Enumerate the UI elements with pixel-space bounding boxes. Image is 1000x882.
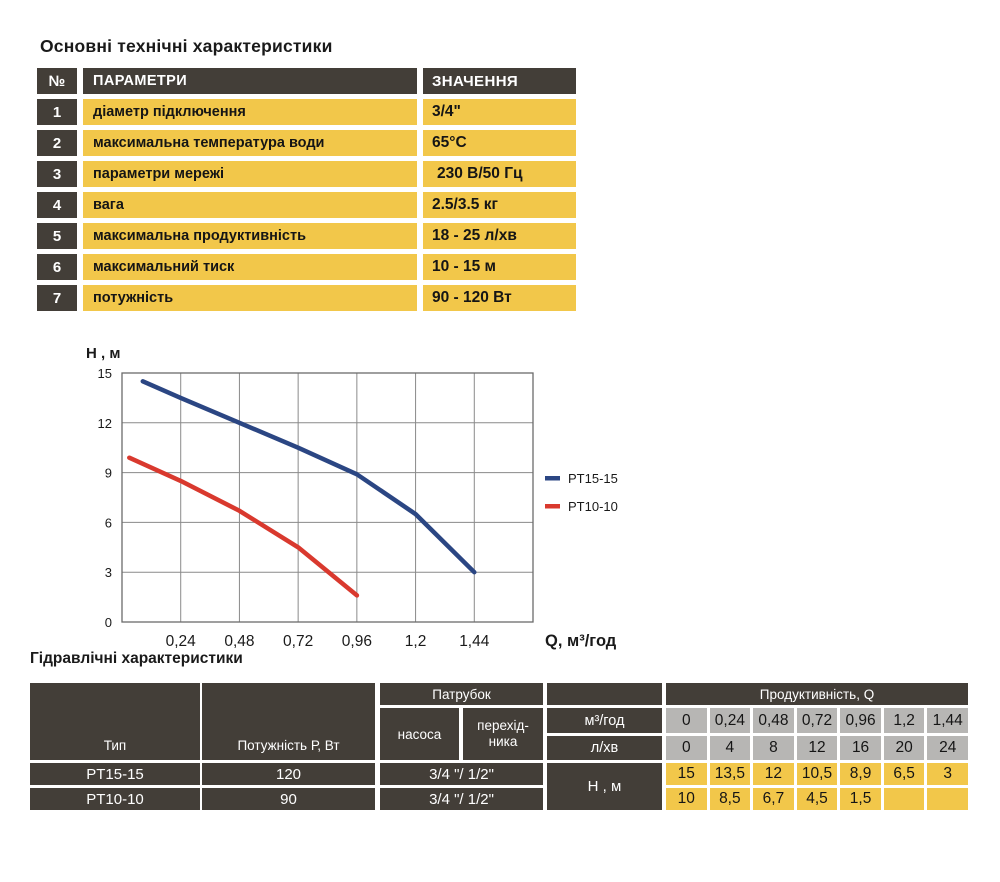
legend-swatch-PT10-10 bbox=[545, 504, 560, 509]
spec-row-param: потужність bbox=[83, 285, 417, 311]
spec-row-num: 3 bbox=[37, 161, 77, 187]
table-cell: 3 bbox=[927, 763, 968, 785]
table-cell: 0,72 bbox=[796, 708, 838, 733]
spec-row-param: максимальний тиск bbox=[83, 254, 417, 280]
hydraulic-lmin-label: л/хв bbox=[547, 736, 662, 760]
x-tick-label: 0,96 bbox=[342, 633, 372, 650]
spec-row-param: параметри мережі bbox=[83, 161, 417, 187]
table-cell: 16 bbox=[840, 736, 881, 760]
flow-lmin-row: 0 4 8 12 16 20 24 bbox=[666, 736, 968, 760]
legend-label-PT10-10: PT10-10 bbox=[568, 499, 618, 514]
table-cell bbox=[883, 788, 925, 810]
table-cell: 6,7 bbox=[753, 788, 794, 810]
hydraulic-title: Гідравлічні характеристики bbox=[30, 650, 243, 667]
table-cell: 0,96 bbox=[840, 708, 881, 733]
spec-row-value: 90 - 120 Вт bbox=[423, 285, 576, 311]
spec-row-num: 5 bbox=[37, 223, 77, 249]
hydraulic-type-header: Тип bbox=[30, 683, 200, 760]
head-values-row: 10 8,5 6,7 4,5 1,5 bbox=[666, 788, 968, 810]
spec-row-num: 1 bbox=[37, 99, 77, 125]
table-cell: 0 bbox=[666, 736, 707, 760]
spec-row-param: діаметр підключення bbox=[83, 99, 417, 125]
table-cell: 1,44 bbox=[927, 708, 968, 733]
main-title: Основні технічні характеристики bbox=[40, 36, 333, 56]
table-cell: 1,2 bbox=[883, 708, 925, 733]
table-cell: 6,5 bbox=[883, 763, 925, 785]
spec-row-param: максимальна температура води bbox=[83, 130, 417, 156]
spec-row-num: 2 bbox=[37, 130, 77, 156]
hydraulic-power-header: Потужність Р, Вт bbox=[202, 683, 375, 760]
pump-power-cell: 120 bbox=[202, 763, 375, 785]
spec-row-num: 4 bbox=[37, 192, 77, 218]
spec-row-num: 7 bbox=[37, 285, 77, 311]
table-cell: 13,5 bbox=[709, 763, 751, 785]
x-tick-label: 1,2 bbox=[405, 633, 427, 650]
x-axis-title: Q, м³/год bbox=[545, 632, 617, 650]
table-cell: 10,5 bbox=[796, 763, 838, 785]
head-values-row: 15 13,5 12 10,5 8,9 6,5 3 bbox=[666, 763, 968, 785]
spec-header-num: № bbox=[37, 68, 77, 94]
pump-patrubok-cell: 3/4 "/ 1/2" bbox=[380, 788, 543, 810]
perehidnyk-line1: перехід- bbox=[477, 718, 529, 734]
hydraulic-units-corner-cell bbox=[547, 683, 662, 705]
pump-type-cell: PT15-15 bbox=[30, 763, 200, 785]
y-axis-title: Н , м bbox=[86, 345, 120, 362]
table-cell: 20 bbox=[883, 736, 925, 760]
plot-border bbox=[121, 372, 534, 623]
table-cell: 8,9 bbox=[840, 763, 881, 785]
legend-label-PT15-15: PT15-15 bbox=[568, 471, 618, 486]
hydraulic-productivity-header: Продуктивність, Q bbox=[666, 683, 968, 705]
hydraulic-head-label: Н , м bbox=[547, 763, 662, 810]
pump-curves-chart: 0 3 6 9 12 15 0,24 0,48 0,72 0,96 1,2 1,44 Н , м Q, м… bbox=[86, 345, 618, 650]
spec-row-param: максимальна продуктивність bbox=[83, 223, 417, 249]
table-cell: 1,5 bbox=[840, 788, 881, 810]
table-cell: 12 bbox=[753, 763, 794, 785]
spec-row-value: 65°C bbox=[423, 130, 576, 156]
spec-row-value: 10 - 15 м bbox=[423, 254, 576, 280]
spec-row-value: 18 - 25 л/хв bbox=[423, 223, 576, 249]
table-cell: 4 bbox=[709, 736, 751, 760]
pump-patrubok-cell: 3/4 "/ 1/2" bbox=[380, 763, 543, 785]
y-tick-label: 0 bbox=[105, 615, 112, 630]
spec-row-param: вага bbox=[83, 192, 417, 218]
y-tick-label: 15 bbox=[98, 366, 112, 381]
table-cell: 15 bbox=[666, 763, 707, 785]
table-cell: 12 bbox=[796, 736, 838, 760]
x-tick-label: 0,24 bbox=[166, 633, 197, 650]
series-line-PT15-15 bbox=[140, 379, 477, 575]
table-cell: 0 bbox=[666, 708, 707, 733]
hydraulic-patrubok-header: Патрубок bbox=[380, 683, 543, 705]
table-cell: 8,5 bbox=[709, 788, 751, 810]
y-tick-label: 9 bbox=[105, 466, 112, 481]
spec-row-value: 3/4" bbox=[423, 99, 576, 125]
spec-row-value: 230 В/50 Гц bbox=[423, 161, 576, 187]
table-cell: 10 bbox=[666, 788, 707, 810]
table-cell: 4,5 bbox=[796, 788, 838, 810]
flow-m3-row: 0 0,24 0,48 0,72 0,96 1,2 1,44 bbox=[666, 708, 968, 733]
table-cell: 0,48 bbox=[753, 708, 794, 733]
spec-row-num: 6 bbox=[37, 254, 77, 280]
x-tick-label: 1,44 bbox=[459, 633, 490, 650]
pump-type-cell: PT10-10 bbox=[30, 788, 200, 810]
table-cell: 0,24 bbox=[709, 708, 751, 733]
spec-row-value: 2.5/3.5 кг bbox=[423, 192, 576, 218]
spec-header-param: ПАРАМЕТРИ bbox=[83, 68, 417, 94]
hydraulic-nasosa-header: насоса bbox=[380, 708, 459, 760]
legend-swatch-PT15-15 bbox=[545, 476, 560, 481]
x-tick-label: 0,72 bbox=[283, 633, 313, 650]
table-cell bbox=[927, 788, 968, 810]
table-cell: 8 bbox=[753, 736, 794, 760]
series-line-PT10-10 bbox=[127, 455, 360, 598]
y-tick-label: 12 bbox=[98, 416, 112, 431]
spec-header-value: ЗНАЧЕННЯ bbox=[423, 68, 576, 94]
table-cell: 24 bbox=[927, 736, 968, 760]
perehidnyk-line2: ника bbox=[488, 734, 518, 749]
y-tick-label: 6 bbox=[105, 515, 112, 530]
x-tick-label: 0,48 bbox=[224, 633, 254, 650]
hydraulic-perehidnyk-header: перехід- ника bbox=[463, 708, 543, 760]
pump-power-cell: 90 bbox=[202, 788, 375, 810]
hydraulic-m3-label: м³/год bbox=[547, 708, 662, 733]
y-tick-label: 3 bbox=[105, 565, 112, 580]
